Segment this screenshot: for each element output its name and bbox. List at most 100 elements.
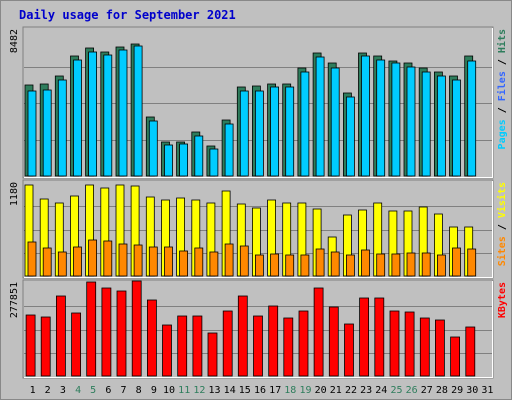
bar-kbytes-day-11 <box>177 315 188 377</box>
panel-visits_sites: 1180 Sites / Visits <box>9 179 508 279</box>
bar-files-day-20 <box>315 56 325 177</box>
bar-kbytes-day-6 <box>101 287 112 377</box>
day-label-26: 26 <box>406 385 418 396</box>
bar-files-day-24 <box>376 59 386 177</box>
day-label-23: 23 <box>360 385 372 396</box>
bar-sites-day-17 <box>270 253 280 277</box>
legend-text: Sites / Visits <box>496 182 508 266</box>
day-label-24: 24 <box>375 385 387 396</box>
bar-sites-day-4 <box>73 246 82 277</box>
legend: Pages / Files / Hits <box>496 29 508 149</box>
legend-separator: / <box>497 101 508 119</box>
bar-sites-day-16 <box>254 254 264 277</box>
bar-files-day-10 <box>164 144 173 177</box>
bar-sites-day-3 <box>57 251 67 277</box>
bar-kbytes-day-15 <box>237 295 248 377</box>
bar-sites-day-22 <box>345 254 355 277</box>
bar-sites-day-23 <box>361 249 370 277</box>
day-label-17: 17 <box>269 385 281 396</box>
legend-text: Pages / Files / Hits <box>496 29 508 149</box>
bar-sites-day-9 <box>148 246 158 277</box>
bar-files-day-26 <box>406 66 416 177</box>
bar-kbytes-day-16 <box>253 315 263 377</box>
day-label-20: 20 <box>315 385 327 396</box>
bar-files-day-9 <box>148 120 158 177</box>
day-label-5: 5 <box>90 385 96 396</box>
bar-sites-day-8 <box>133 244 143 277</box>
day-label-7: 7 <box>120 385 126 396</box>
legend-entry-files: Files <box>496 71 508 101</box>
bar-sites-day-25 <box>391 253 401 277</box>
bar-kbytes-day-13 <box>207 332 218 377</box>
bar-files-day-4 <box>73 59 82 177</box>
bar-kbytes-day-2 <box>40 316 51 377</box>
bar-kbytes-day-17 <box>268 305 279 377</box>
bar-kbytes-day-27 <box>419 317 430 377</box>
bar-kbytes-day-19 <box>298 310 309 377</box>
bar-sites-day-15 <box>239 245 249 277</box>
legend-separator: / <box>497 53 508 71</box>
day-labels: 1 2 3 4 5 6 7 8 9 10 11 12 13 14 15 16 17 18 19 20 21 22 23 24 2… <box>30 385 494 396</box>
day-label-11: 11 <box>178 385 190 396</box>
bar-files-day-12 <box>194 135 204 177</box>
bar-kbytes-day-23 <box>359 297 370 377</box>
bar-sites-day-11 <box>179 250 189 277</box>
day-label-1: 1 <box>30 385 36 396</box>
legend-entry-pages: Pages <box>497 119 508 149</box>
panel-kbytes: 277851 KBytes <box>9 279 508 379</box>
bar-kbytes-day-28 <box>434 319 445 377</box>
bar-kbytes-day-30 <box>465 326 476 377</box>
bar-files-day-6 <box>103 54 113 177</box>
bar-sites-day-26 <box>406 252 416 277</box>
bar-files-day-7 <box>118 49 128 177</box>
bar-kbytes-day-4 <box>71 312 81 377</box>
legend-entry-sites: Sites <box>496 236 508 266</box>
series-sites <box>27 239 477 277</box>
bar-files-day-29 <box>452 79 461 177</box>
bar-kbytes-day-29 <box>450 336 461 377</box>
day-label-10: 10 <box>163 385 175 396</box>
bar-sites-day-30 <box>467 248 477 277</box>
bar-files-day-22 <box>345 96 355 177</box>
bar-sites-day-24 <box>376 253 386 277</box>
series-files <box>27 45 477 177</box>
bar-kbytes-day-26 <box>404 311 415 377</box>
panels-layer: 8482 Pages / Files / Hits 1180 Sites / Visi… <box>9 26 508 379</box>
bar-files-day-18 <box>285 86 295 177</box>
legend-entry-visits: Visits <box>496 182 508 218</box>
day-label-9: 9 <box>151 385 157 396</box>
bar-files-day-14 <box>224 123 234 177</box>
bar-kbytes-day-25 <box>389 310 400 377</box>
bar-kbytes-day-8 <box>131 280 142 377</box>
bar-files-day-28 <box>436 75 446 177</box>
y-max-label: 277851 <box>9 282 20 318</box>
bar-sites-day-27 <box>421 252 431 277</box>
panel-hits_files_pages: 8482 Pages / Files / Hits <box>9 26 508 179</box>
day-label-27: 27 <box>421 385 433 396</box>
day-label-21: 21 <box>330 385 342 396</box>
chart-title: Daily usage for September 2021 <box>19 8 236 22</box>
day-label-25: 25 <box>390 385 402 396</box>
bar-files-day-2 <box>42 89 52 177</box>
bar-files-day-25 <box>391 62 401 177</box>
legend: Sites / Visits <box>496 182 508 266</box>
bar-kbytes-day-5 <box>86 281 97 377</box>
bar-files-day-16 <box>254 90 264 177</box>
y-max-label: 1180 <box>9 182 20 206</box>
bar-kbytes-day-24 <box>374 297 385 377</box>
bar-kbytes-day-12 <box>192 315 203 377</box>
bar-sites-day-2 <box>42 247 52 277</box>
day-label-3: 3 <box>60 385 66 396</box>
bar-sites-day-29 <box>452 247 461 277</box>
day-label-31: 31 <box>481 385 493 396</box>
series-kbytes <box>25 280 476 377</box>
day-label-14: 14 <box>224 385 236 396</box>
bar-sites-day-28 <box>436 254 446 277</box>
bar-files-day-13 <box>209 148 219 177</box>
legend-entry-hits: Hits <box>496 29 508 53</box>
bar-sites-day-19 <box>300 254 310 277</box>
day-label-15: 15 <box>239 385 251 396</box>
bar-sites-day-6 <box>103 240 113 277</box>
day-label-30: 30 <box>466 385 478 396</box>
